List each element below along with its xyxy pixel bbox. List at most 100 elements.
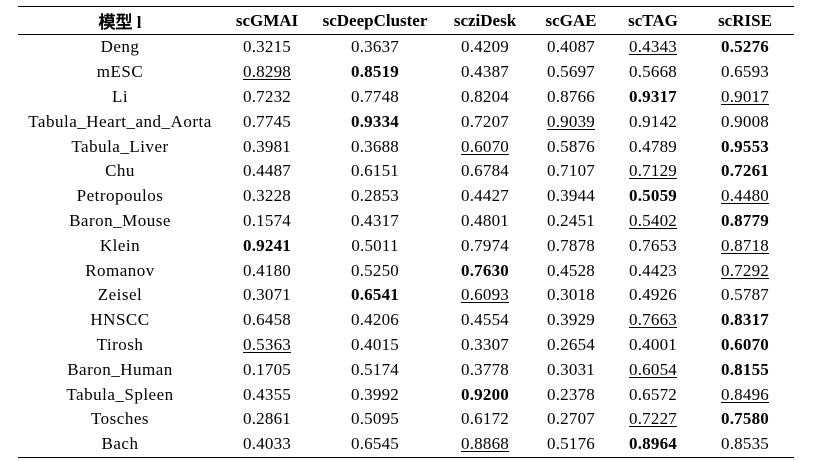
header-method-column: scTAG — [628, 10, 678, 30]
header-method-column: scziDesk — [453, 10, 517, 30]
score-cell: 0.5250 — [312, 258, 438, 283]
score-cell: 0.3981 — [222, 134, 312, 159]
header-model-column: 模型 l — [98, 13, 142, 32]
score-cell: 0.9241 — [222, 233, 312, 258]
score-cell: 0.6093 — [438, 283, 532, 308]
score-value: 0.4206 — [351, 310, 399, 330]
score-value: 0.6784 — [461, 161, 509, 181]
table-row: Romanov 0.4180 0.5250 0.7630 0.4528 0.4423 0.7… — [18, 258, 794, 283]
score-value: 0.4209 — [461, 37, 509, 57]
score-cell: 0.5787 — [696, 283, 794, 308]
score-cell: 0.3018 — [532, 283, 610, 308]
score-cell: 0.6545 — [312, 432, 438, 457]
score-value: 0.3228 — [243, 186, 291, 206]
best-score-value: 0.9334 — [351, 111, 399, 131]
score-cell: 0.4427 — [438, 184, 532, 209]
score-cell: 0.3929 — [532, 308, 610, 333]
score-cell: 0.2378 — [532, 382, 610, 407]
score-cell: 0.2707 — [532, 407, 610, 432]
score-cell: 0.9317 — [610, 85, 696, 110]
table-row: mESC 0.8298 0.8519 0.4387 0.5697 0.5668 0.6593 — [18, 60, 794, 85]
score-cell: 0.4087 — [532, 35, 610, 60]
score-cell: 0.8298 — [222, 60, 312, 85]
second-best-score-value: 0.6054 — [629, 359, 677, 379]
score-cell: 0.7580 — [696, 407, 794, 432]
table-row: Tirosh 0.5363 0.4015 0.3307 0.2654 0.4001 0.60… — [18, 333, 794, 358]
dataset-name-cell: Zeisel — [97, 285, 143, 305]
score-value: 0.3031 — [547, 359, 595, 379]
score-value: 0.4355 — [243, 384, 291, 404]
second-best-score-value: 0.7129 — [629, 161, 677, 181]
results-table-container: 模型 l scGMAI scDeepCluster scziDesk scGAE scTA… — [18, 6, 794, 458]
header-method-column: scGMAI — [235, 10, 299, 30]
table-row: Petropoulos 0.3228 0.2853 0.4427 0.3944 0.505… — [18, 184, 794, 209]
score-value: 0.6593 — [721, 62, 769, 82]
score-cell: 0.5668 — [610, 60, 696, 85]
score-value: 0.4387 — [461, 62, 509, 82]
score-cell: 0.5011 — [312, 233, 438, 258]
score-value: 0.7745 — [243, 111, 291, 131]
score-value: 0.1574 — [243, 210, 291, 230]
score-cell: 0.3778 — [438, 357, 532, 382]
score-cell: 0.5363 — [222, 333, 312, 358]
score-cell: 0.7261 — [696, 159, 794, 184]
second-best-score-value: 0.6093 — [461, 285, 509, 305]
score-value: 0.4487 — [243, 161, 291, 181]
score-cell: 0.6541 — [312, 283, 438, 308]
score-cell: 0.4015 — [312, 333, 438, 358]
score-cell: 0.5402 — [610, 209, 696, 234]
score-cell: 0.3637 — [312, 35, 438, 60]
score-cell: 0.7207 — [438, 109, 532, 134]
second-best-score-value: 0.7292 — [721, 260, 769, 280]
dataset-name-cell: mESC — [96, 62, 144, 82]
score-value: 0.2853 — [351, 186, 399, 206]
score-value: 0.4801 — [461, 210, 509, 230]
second-best-score-value: 0.4343 — [629, 37, 677, 57]
score-value: 0.4427 — [461, 186, 509, 206]
score-cell: 0.7878 — [532, 233, 610, 258]
second-best-score-value: 0.9017 — [721, 86, 769, 106]
score-value: 0.1705 — [243, 359, 291, 379]
score-cell: 0.4554 — [438, 308, 532, 333]
table-row: Baron_Human 0.1705 0.5174 0.3778 0.3031 0.605… — [18, 357, 794, 382]
score-cell: 0.8155 — [696, 357, 794, 382]
score-value: 0.2707 — [547, 409, 595, 429]
score-value: 0.5668 — [629, 62, 677, 82]
score-value: 0.8204 — [461, 86, 509, 106]
score-cell: 0.1705 — [222, 357, 312, 382]
score-value: 0.8766 — [547, 86, 595, 106]
score-cell: 0.2654 — [532, 333, 610, 358]
score-cell: 0.6784 — [438, 159, 532, 184]
second-best-score-value: 0.8298 — [243, 62, 291, 82]
score-cell: 0.8204 — [438, 85, 532, 110]
dataset-name-cell: Klein — [99, 235, 141, 255]
best-score-value: 0.8317 — [721, 310, 769, 330]
score-cell: 0.4206 — [312, 308, 438, 333]
score-cell: 0.8519 — [312, 60, 438, 85]
score-cell: 0.9017 — [696, 85, 794, 110]
score-value: 0.2378 — [547, 384, 595, 404]
score-value: 0.4789 — [629, 136, 677, 156]
score-cell: 0.9200 — [438, 382, 532, 407]
score-value: 0.5787 — [721, 285, 769, 305]
score-cell: 0.3228 — [222, 184, 312, 209]
score-value: 0.2861 — [243, 409, 291, 429]
score-value: 0.4015 — [351, 334, 399, 354]
score-value: 0.4926 — [629, 285, 677, 305]
best-score-value: 0.7630 — [461, 260, 509, 280]
score-cell: 0.4926 — [610, 283, 696, 308]
score-value: 0.3637 — [351, 37, 399, 57]
score-cell: 0.7745 — [222, 109, 312, 134]
score-cell: 0.9142 — [610, 109, 696, 134]
score-value: 0.7232 — [243, 86, 291, 106]
score-cell: 0.2451 — [532, 209, 610, 234]
dataset-name-cell: Baron_Mouse — [69, 210, 171, 230]
score-cell: 0.3688 — [312, 134, 438, 159]
score-cell: 0.8964 — [610, 432, 696, 457]
score-cell: 0.4001 — [610, 333, 696, 358]
table-row: Bach 0.4033 0.6545 0.8868 0.5176 0.8964 0.8535 — [18, 432, 794, 458]
score-value: 0.4001 — [629, 334, 677, 354]
score-value: 0.5011 — [351, 235, 399, 255]
score-value: 0.3688 — [351, 136, 399, 156]
dataset-name-cell: Tabula_Spleen — [66, 384, 174, 404]
